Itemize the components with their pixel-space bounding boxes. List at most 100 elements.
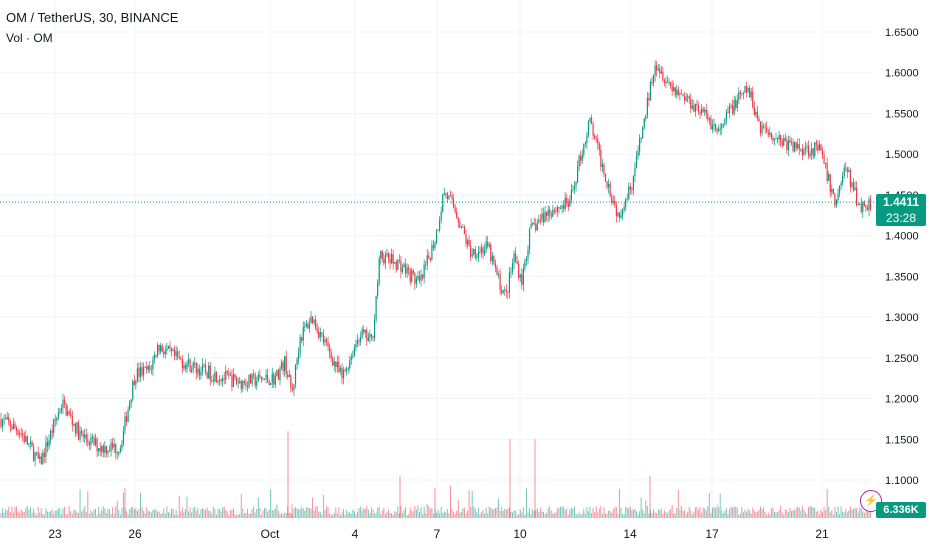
- volume-bar: [330, 514, 332, 518]
- volume-bar: [591, 513, 593, 518]
- volume-bar: [122, 492, 124, 518]
- volume-bar: [760, 506, 761, 518]
- volume-bar: [815, 511, 817, 518]
- volume-bar: [290, 512, 292, 518]
- volume-bar: [835, 511, 837, 518]
- candle-body: [491, 256, 493, 262]
- candle-body: [651, 82, 653, 84]
- candle-body: [112, 443, 114, 448]
- candle-body: [234, 374, 236, 378]
- candle-body: [671, 85, 673, 92]
- volume-bar: [587, 511, 589, 518]
- volume-bar: [677, 489, 679, 518]
- candle-body: [339, 368, 342, 372]
- volume-bar: [808, 507, 810, 518]
- candle-body: [604, 174, 607, 182]
- volume-bar: [524, 514, 526, 518]
- candle-body: [316, 328, 318, 332]
- volume-bar: [198, 514, 200, 518]
- volume-bar: [620, 507, 622, 518]
- y-tick-label: 1.3500: [885, 271, 919, 283]
- volume-bar: [834, 506, 836, 518]
- volume-bar: [549, 506, 551, 518]
- volume-bar: [512, 512, 513, 518]
- candle-body: [152, 359, 154, 370]
- candle-body: [186, 363, 188, 370]
- candle-body: [192, 362, 194, 370]
- candle-body: [683, 96, 686, 101]
- volume-bar: [767, 512, 769, 518]
- volume-bar: [485, 507, 487, 518]
- volume-bar: [344, 514, 346, 518]
- volume-bar: [5, 508, 7, 518]
- volume-bar: [177, 514, 179, 518]
- candle-body: [631, 189, 633, 191]
- candle-body: [637, 151, 639, 156]
- candle-body: [105, 446, 107, 454]
- volume-bar: [45, 508, 47, 518]
- volume-bar: [36, 514, 38, 518]
- volume-bar: [795, 508, 797, 518]
- candle-body: [352, 356, 354, 358]
- x-tick-label: Oct: [261, 527, 280, 541]
- volume-bar: [138, 508, 140, 518]
- candle-body: [119, 448, 121, 452]
- volume-bar: [119, 514, 121, 518]
- candle-body: [439, 219, 441, 230]
- candle-body: [561, 205, 563, 209]
- candle-body: [696, 104, 698, 106]
- candle-body: [307, 323, 309, 329]
- volume-bar: [130, 507, 132, 518]
- lightning-bolt-icon[interactable]: ⚡: [860, 490, 882, 512]
- volume-bar: [282, 514, 284, 518]
- candle-body: [149, 365, 151, 370]
- candle-body: [118, 451, 120, 454]
- candle-body: [778, 134, 780, 140]
- symbol-title[interactable]: OM / TetherUS, 30, BINANCE: [6, 10, 179, 25]
- volume-bar: [721, 510, 723, 518]
- volume-bar: [360, 506, 362, 518]
- candle-body: [195, 362, 197, 373]
- candle-body: [527, 249, 529, 259]
- candle-body: [187, 359, 190, 364]
- candle-body: [617, 212, 619, 217]
- candle-body: [414, 273, 416, 284]
- candle-body: [800, 148, 802, 150]
- volume-bar: [369, 512, 371, 518]
- volume-bar: [780, 506, 782, 518]
- candle-body: [29, 441, 32, 444]
- volume-bar: [533, 511, 535, 518]
- candle-body: [143, 366, 145, 376]
- volume-bar: [519, 509, 521, 518]
- candle-body: [43, 452, 45, 457]
- volume-bar: [260, 514, 262, 518]
- volume-bar: [406, 514, 408, 518]
- candle-body: [628, 186, 630, 200]
- volume-bar: [419, 512, 420, 518]
- volume-bar: [274, 508, 276, 518]
- volume-indicator-label[interactable]: Vol · OM: [6, 31, 53, 45]
- volume-bar: [713, 506, 715, 518]
- volume-bar: [20, 509, 22, 518]
- candle-body: [144, 366, 146, 368]
- volume-bar: [17, 511, 19, 518]
- candle-body: [547, 209, 549, 216]
- candle-body: [133, 381, 135, 385]
- candle-body: [634, 167, 636, 177]
- candle-body: [418, 276, 421, 281]
- candle-body: [245, 382, 247, 386]
- candle-body: [586, 135, 588, 144]
- volume-bar: [863, 512, 865, 518]
- candle-body: [727, 112, 729, 114]
- candle-body: [36, 452, 38, 454]
- volume-bar: [412, 511, 414, 518]
- candle-body: [79, 431, 81, 440]
- volume-bar: [701, 513, 703, 518]
- volume-bar: [739, 513, 741, 518]
- volume-bar: [828, 506, 830, 518]
- candle-body: [515, 253, 517, 262]
- candle-body: [172, 349, 174, 352]
- candle-body: [218, 379, 221, 382]
